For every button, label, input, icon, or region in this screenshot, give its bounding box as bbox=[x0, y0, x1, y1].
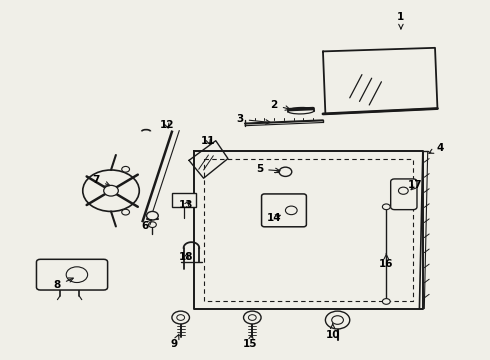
Text: 5: 5 bbox=[256, 164, 280, 174]
Circle shape bbox=[244, 311, 261, 324]
Text: 7: 7 bbox=[93, 175, 110, 186]
Circle shape bbox=[83, 170, 139, 211]
FancyBboxPatch shape bbox=[262, 194, 306, 227]
Text: 11: 11 bbox=[201, 136, 216, 146]
Circle shape bbox=[382, 204, 390, 210]
Text: 1: 1 bbox=[397, 13, 405, 29]
Circle shape bbox=[148, 222, 156, 228]
Text: 8: 8 bbox=[54, 278, 74, 291]
Text: 17: 17 bbox=[408, 180, 423, 190]
FancyBboxPatch shape bbox=[391, 179, 417, 210]
Circle shape bbox=[286, 206, 297, 215]
Circle shape bbox=[177, 315, 185, 320]
FancyBboxPatch shape bbox=[36, 259, 108, 290]
Text: 9: 9 bbox=[171, 334, 179, 349]
Circle shape bbox=[66, 267, 88, 283]
Circle shape bbox=[104, 185, 118, 196]
Circle shape bbox=[332, 316, 343, 324]
Circle shape bbox=[279, 167, 292, 176]
Circle shape bbox=[248, 315, 256, 320]
Circle shape bbox=[122, 166, 129, 172]
Bar bbox=[172, 193, 196, 207]
Circle shape bbox=[147, 211, 158, 220]
Text: 14: 14 bbox=[267, 212, 282, 222]
Text: 16: 16 bbox=[379, 253, 393, 269]
Circle shape bbox=[382, 298, 390, 304]
Circle shape bbox=[398, 187, 408, 194]
Text: 3: 3 bbox=[237, 114, 270, 124]
Circle shape bbox=[122, 209, 129, 215]
Text: 12: 12 bbox=[160, 120, 174, 130]
Text: 6: 6 bbox=[142, 220, 152, 231]
Text: 2: 2 bbox=[270, 100, 290, 110]
Text: 13: 13 bbox=[179, 200, 194, 210]
Circle shape bbox=[172, 311, 190, 324]
Text: 18: 18 bbox=[179, 252, 194, 262]
Text: 15: 15 bbox=[243, 334, 257, 349]
Text: 10: 10 bbox=[325, 324, 340, 341]
Circle shape bbox=[325, 311, 350, 329]
Text: 4: 4 bbox=[429, 143, 443, 153]
